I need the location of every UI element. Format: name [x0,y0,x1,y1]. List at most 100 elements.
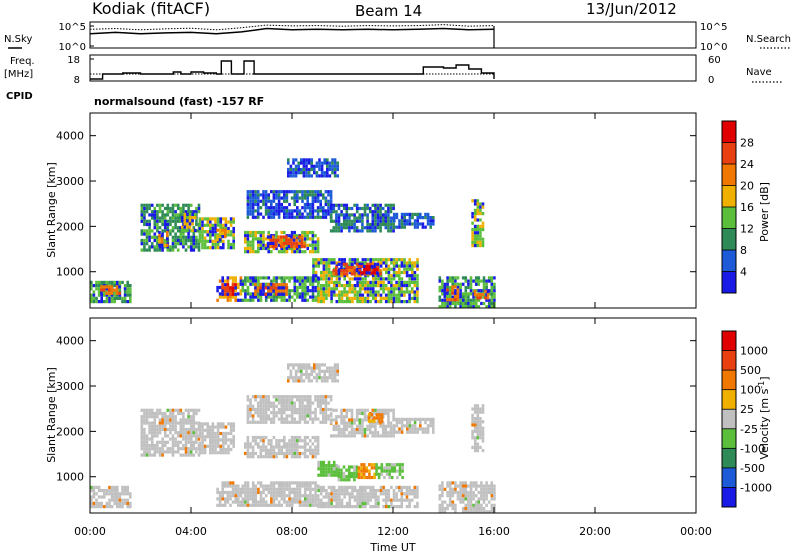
velocity-cell [389,421,393,425]
power-cell [305,174,308,178]
power-cell [400,284,404,288]
power-cell [325,284,328,288]
power-cell [332,293,336,297]
velocity-cell [184,431,188,435]
velocity-cell [222,425,225,429]
power-cell [318,164,321,168]
velocity-cell [296,481,299,485]
power-cell [448,305,452,309]
power-cell [314,295,317,299]
velocity-cell [329,411,333,416]
power-cell [477,289,481,293]
power-cell [374,262,377,266]
power-cell [479,231,482,235]
velocity-cell [297,369,300,373]
power-cell [325,293,328,297]
power-cell [322,261,326,265]
velocity-cell [192,427,196,432]
power-cell [270,282,273,286]
power-cell [413,300,417,304]
velocity-cell [429,424,432,428]
power-cell [280,289,283,293]
power-cell [405,280,409,284]
power-cell [158,248,162,252]
velocity-cell [198,435,202,439]
velocity-cell [129,495,132,499]
velocity-cell [275,414,278,418]
velocity-cell [229,497,232,501]
power-cell [368,206,372,211]
power-cell [464,279,468,283]
power-cell [246,206,250,210]
power-cell [476,234,480,238]
velocity-cell [474,503,478,507]
power-cell [486,289,490,294]
velocity-cell [306,407,309,412]
power-cell [295,238,298,242]
velocity-cell [480,503,483,507]
power-cell [311,243,315,247]
velocity-cell [290,435,294,440]
velocity-cell [256,420,260,424]
velocity-cell [290,455,294,459]
velocity-cell [485,481,488,485]
power-cell [356,290,359,294]
velocity-cell [169,411,172,416]
velocity-cell [224,451,228,455]
power-cell [319,215,322,219]
power-cell [201,242,204,247]
velocity-cell [182,424,185,428]
velocity-cell [283,442,286,446]
power-cell [476,212,480,216]
velocity-cell [318,363,321,367]
power-cell [340,290,344,294]
velocity-cell [153,450,157,454]
velocity-cell [292,379,295,383]
power-cell [398,277,401,281]
noise-ytick-left-base: 10^ [59,22,80,33]
velocity-cell [290,420,294,424]
power-cell [292,241,296,245]
velocity-cell [377,475,381,480]
power-cell [382,258,385,262]
power-cell [282,245,285,249]
power-cell [343,277,346,281]
power-cell [274,292,278,296]
power-cell [359,274,362,278]
velocity-cell [331,372,334,377]
velocity-cell [110,485,114,489]
power-cell [369,258,372,262]
velocity-cell [467,497,470,501]
power-cell [338,280,341,284]
velocity-cell [153,415,157,419]
power-cell [366,284,370,288]
velocity-cell [343,495,346,499]
power-cell [256,289,260,293]
power-cell [288,298,291,302]
power-cell [331,171,334,175]
power-cell [251,240,255,244]
power-cell [267,193,270,197]
velocity-cell [373,466,376,470]
velocity-cell [280,411,283,415]
velocity-cell [413,492,417,496]
velocity-cell [322,401,325,405]
velocity-cell [490,506,494,511]
velocity-cell [400,430,404,434]
power-cell [121,280,124,284]
power-cell [464,298,468,302]
time-axis-title: Time UT [369,541,415,554]
velocity-cell [229,428,233,432]
velocity-cell [347,475,351,479]
velocity-cell [297,376,300,380]
power-cell [316,190,320,194]
velocity-cell [148,431,151,435]
power-cell [461,295,465,299]
power-cell [267,212,270,216]
velocity-cell [419,421,422,425]
velocity-cell [289,372,293,377]
power-cell [387,210,390,214]
velocity-cell [330,464,333,468]
power-cell [143,203,146,207]
power-cell [272,286,275,290]
